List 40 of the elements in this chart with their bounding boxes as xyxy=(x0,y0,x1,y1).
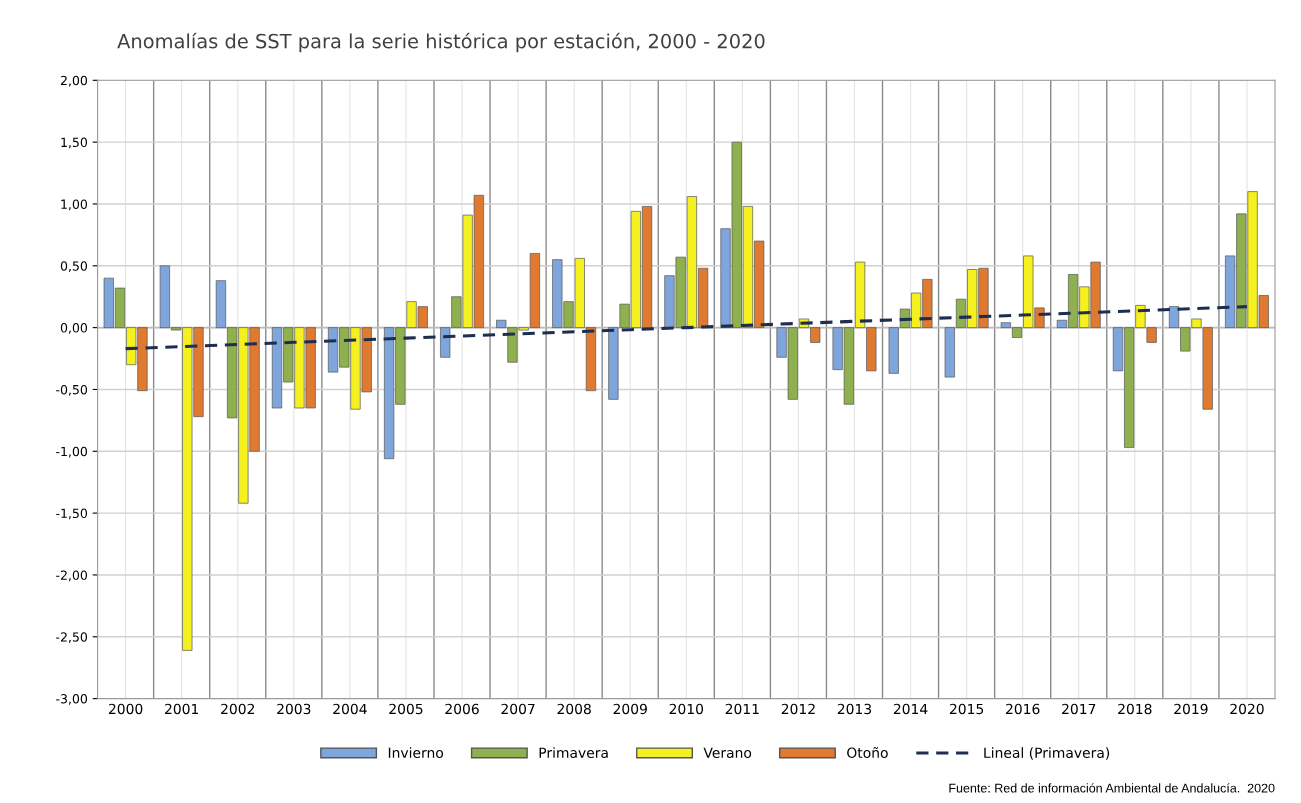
legend-label: Invierno xyxy=(388,747,444,758)
legend-label: Primavera xyxy=(539,747,608,758)
y-tick-label: 1,50 xyxy=(61,137,88,149)
legend-label: Lineal (Primavera) xyxy=(984,747,1110,760)
x-tick-label: 2019 xyxy=(1174,703,1208,715)
y-tick-label: -2,00 xyxy=(56,570,88,582)
x-tick-label: 2006 xyxy=(445,703,479,715)
x-tick-label: 2004 xyxy=(333,703,367,715)
y-tick-label: -1,00 xyxy=(56,446,88,458)
x-tick-label: 2005 xyxy=(389,703,423,715)
y-tick-label: -3,00 xyxy=(56,694,88,705)
x-tick-label: 2010 xyxy=(669,703,704,715)
x-tick-label: 2020 xyxy=(1230,703,1264,715)
y-tick-label: -2,50 xyxy=(56,632,88,643)
line-series xyxy=(124,305,1249,351)
x-tick-label: 2002 xyxy=(221,703,255,715)
y-tick-label: -1,50 xyxy=(56,508,88,520)
x-tick-label: 2014 xyxy=(893,703,928,715)
chart-title: Anomalías de SST para la serie histórica por estación, 2000 - 2020 xyxy=(117,32,765,53)
x-tick-label: 2016 xyxy=(1006,703,1040,715)
y-tick-label: 1,00 xyxy=(61,199,88,211)
x-tick-label: 2015 xyxy=(949,703,984,715)
x-tick-label: 2008 xyxy=(557,703,591,715)
source-note: Fuente: Red de información Ambiental de Andalucía. 2020 xyxy=(949,783,1275,793)
x-tick-label: 2011 xyxy=(725,703,759,715)
x-tick-label: 2001 xyxy=(165,703,199,715)
x-tick-label: 2013 xyxy=(837,703,872,715)
x-tick-label: 2003 xyxy=(277,703,311,715)
y-tick-label: -0,50 xyxy=(56,384,88,396)
y-tick-label: 2,00 xyxy=(60,75,88,87)
x-tick-label: 2018 xyxy=(1118,703,1152,715)
x-tick-label: 2009 xyxy=(613,703,647,715)
legend-label: Otoño xyxy=(847,747,888,758)
x-tick-label: 2007 xyxy=(501,703,535,715)
y-tick-label: 0,50 xyxy=(60,261,88,272)
x-tick-label: 2000 xyxy=(108,703,143,715)
x-tick-label: 2017 xyxy=(1062,703,1096,715)
y-tick-label: 0,00 xyxy=(60,323,88,334)
legend-label: Verano xyxy=(703,747,752,758)
x-tick-label: 2012 xyxy=(781,703,815,715)
